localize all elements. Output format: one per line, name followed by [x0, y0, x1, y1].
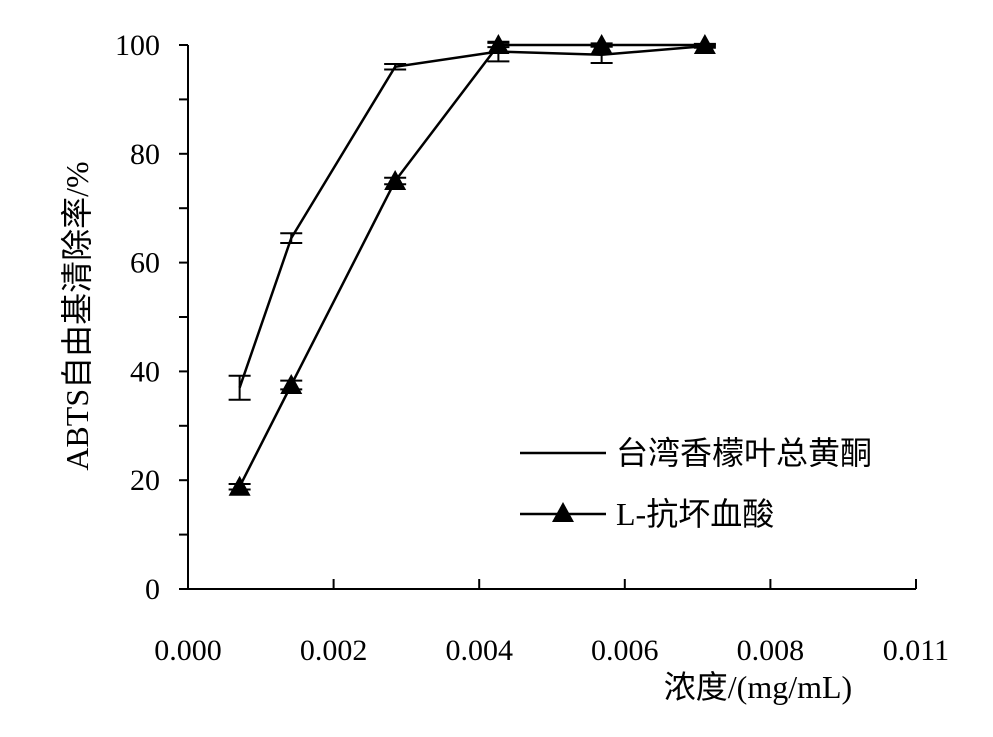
legend: 台湾香檬叶总黄酮 L-抗坏血酸 — [520, 435, 872, 532]
x-tick-label: 0.006 — [591, 634, 659, 667]
x-tick-label: 0.008 — [737, 634, 805, 667]
data-point — [487, 34, 510, 54]
axes: 0 20 40 60 80 100 0.000 0.002 0.004 0.006 0.008 0.0… — [115, 29, 949, 667]
y-tick-label: 80 — [130, 138, 160, 171]
y-tick-label: 40 — [130, 355, 160, 388]
series-1 — [228, 40, 716, 401]
plot-area — [228, 34, 716, 496]
data-point — [228, 475, 251, 496]
series-line — [238, 44, 705, 389]
data-point — [590, 34, 613, 54]
legend-label-series-2: L-抗坏血酸 — [616, 496, 774, 532]
legend-label-series-1: 台湾香檬叶总黄酮 — [616, 435, 872, 471]
x-tick-label: 0.002 — [300, 634, 368, 667]
y-tick-label: 60 — [130, 247, 160, 280]
x-tick-label: 0.000 — [154, 634, 222, 667]
series-line — [238, 43, 705, 488]
data-point — [384, 170, 407, 190]
y-tick-label: 0 — [145, 573, 160, 606]
legend-marker-series-2 — [552, 502, 574, 522]
x-axis-title: 浓度/(mg/mL) — [664, 669, 852, 705]
series-2 — [228, 34, 716, 496]
y-tick-label: 20 — [130, 464, 160, 497]
x-tick-label: 0.004 — [445, 634, 513, 667]
x-tick-label: 0.011 — [883, 634, 949, 667]
y-axis-title: ABTS自由基清除率/% — [59, 161, 95, 470]
y-tick-label: 100 — [115, 29, 160, 62]
data-point — [280, 374, 303, 394]
data-point — [693, 34, 716, 54]
